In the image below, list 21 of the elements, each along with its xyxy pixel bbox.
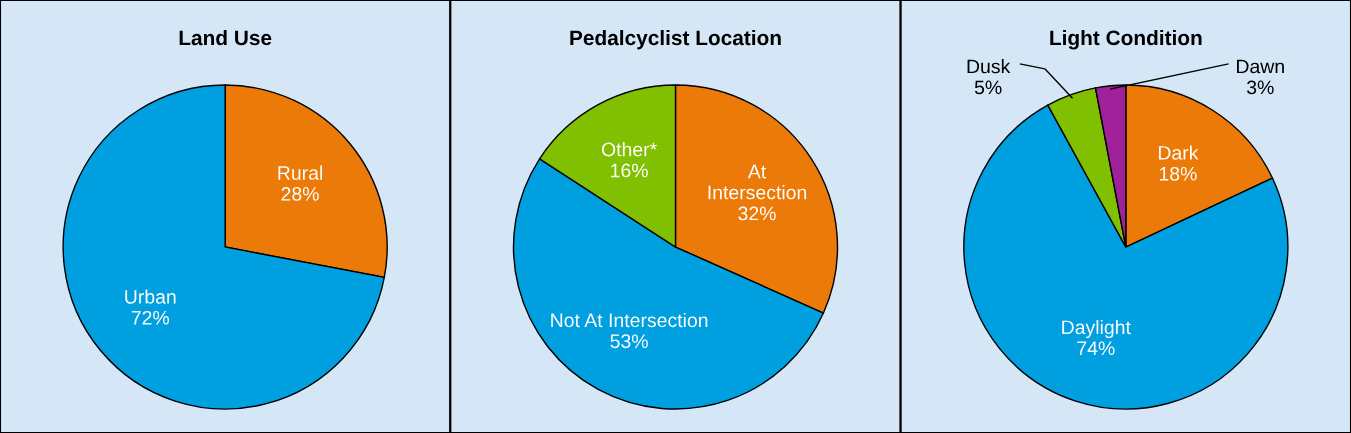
- slice-label: Other*: [601, 142, 657, 157]
- slice-label: Dusk: [967, 59, 1011, 74]
- chart-title: Light Condition: [1050, 29, 1202, 50]
- slice-label: At Intersection: [708, 164, 807, 200]
- data-label: 32%: [738, 206, 776, 221]
- data-label: 18%: [1159, 166, 1197, 181]
- slice-label: Daylight: [1062, 319, 1131, 339]
- data-label: 16%: [611, 163, 648, 178]
- chart-title: Pedalcyclist Location: [570, 29, 781, 50]
- slice-label: Urban: [125, 289, 176, 304]
- slice-label: Dawn: [1237, 59, 1284, 74]
- data-label: 53%: [610, 334, 648, 349]
- data-label: 74%: [1077, 341, 1115, 356]
- data-label: 72%: [131, 310, 170, 325]
- data-label: 28%: [281, 187, 319, 201]
- slice-label: Rural: [278, 165, 322, 180]
- data-label: 5%: [974, 80, 1002, 95]
- slice-label: Dark: [1158, 145, 1199, 160]
- slice-label: Not At Intersection: [551, 312, 708, 328]
- chart-title: Land Use: [179, 29, 272, 46]
- data-label: 3%: [1246, 80, 1274, 95]
